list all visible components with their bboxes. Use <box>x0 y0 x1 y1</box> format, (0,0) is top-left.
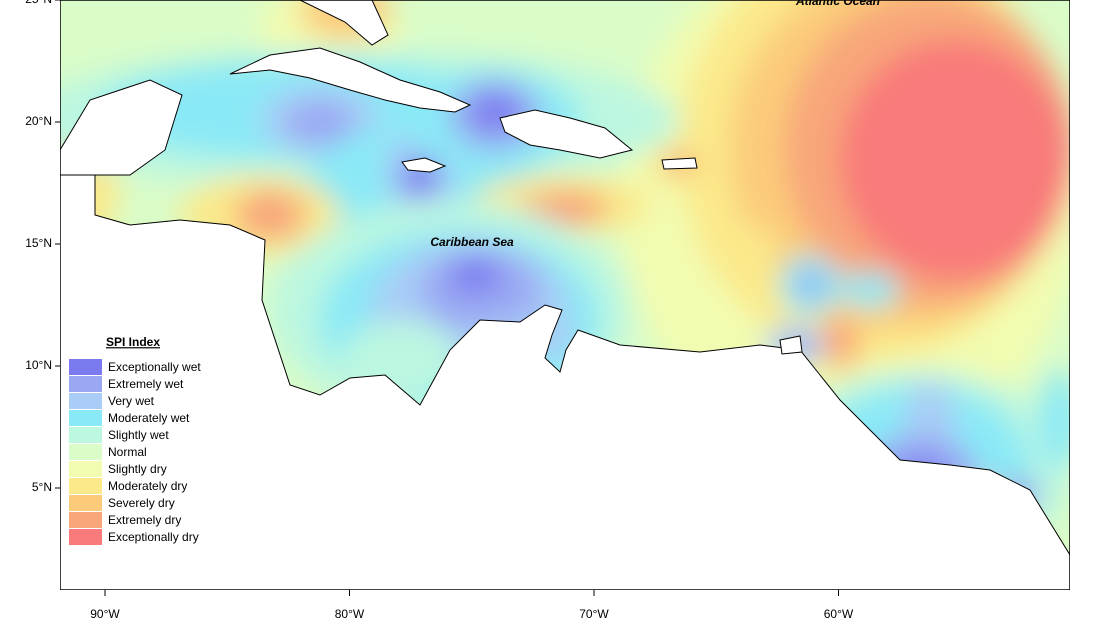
legend-label: Slightly dry <box>108 462 167 476</box>
lat-label: 20°N <box>25 114 52 128</box>
lon-label: 60°W <box>824 607 854 621</box>
spi-region <box>558 202 578 214</box>
legend-label: Moderately dry <box>108 479 187 493</box>
sea-label: Caribbean Sea <box>430 235 514 249</box>
legend-title: SPI Index <box>106 335 160 349</box>
legend-label: Moderately wet <box>108 411 190 425</box>
legend-swatch <box>69 444 102 460</box>
spi-region <box>700 225 780 275</box>
lat-label: 25°N <box>25 0 52 6</box>
hispaniola <box>499 109 634 159</box>
cuba <box>229 47 472 113</box>
legend-swatch <box>69 410 102 426</box>
spi-region <box>1040 370 1070 470</box>
spi-region <box>235 190 305 240</box>
lat-label: 5°N <box>32 480 52 494</box>
axes: 25°N 20°N 15°N 10°N 5°N 90°W 80°W 70°W 60°W <box>25 0 854 621</box>
spi-region <box>840 272 900 308</box>
lat-label: 15°N <box>25 236 52 250</box>
florida <box>299 0 389 46</box>
legend-label: Very wet <box>108 394 155 408</box>
legend-swatch <box>69 512 102 528</box>
yucatan <box>60 79 183 176</box>
legend-swatch <box>69 359 102 375</box>
legend-swatch <box>69 495 102 511</box>
spi-region <box>796 271 824 299</box>
legend-label: Exceptionally wet <box>108 360 201 374</box>
legend-swatch <box>69 427 102 443</box>
legend-swatch <box>69 393 102 409</box>
spi-region <box>830 326 850 354</box>
spi-region <box>840 40 1070 280</box>
legend-swatch <box>69 376 102 392</box>
south-central-america <box>60 174 1070 590</box>
legend: SPI Index Exceptionally wet Extremely wet… <box>69 335 201 545</box>
legend-swatch <box>69 478 102 494</box>
jamaica <box>401 157 447 173</box>
lon-label: 80°W <box>335 607 365 621</box>
legend-label: Extremely dry <box>108 513 181 527</box>
legend-label: Normal <box>108 445 147 459</box>
legend-label: Severely dry <box>108 496 175 510</box>
trinidad <box>779 335 803 355</box>
spi-region <box>450 257 500 293</box>
lat-label: 10°N <box>25 358 52 372</box>
legend-swatch <box>69 529 102 545</box>
legend-swatch <box>69 461 102 477</box>
legend-label: Exceptionally dry <box>108 530 199 544</box>
legend-label: Extremely wet <box>108 377 184 391</box>
puerto-rico <box>661 157 698 170</box>
spi-region <box>285 101 355 145</box>
lon-label: 70°W <box>579 607 609 621</box>
lon-label: 90°W <box>90 607 120 621</box>
ocean-label: Atlantic Ocean <box>795 0 880 8</box>
map-area <box>60 0 1070 590</box>
legend-label: Slightly wet <box>108 428 169 442</box>
